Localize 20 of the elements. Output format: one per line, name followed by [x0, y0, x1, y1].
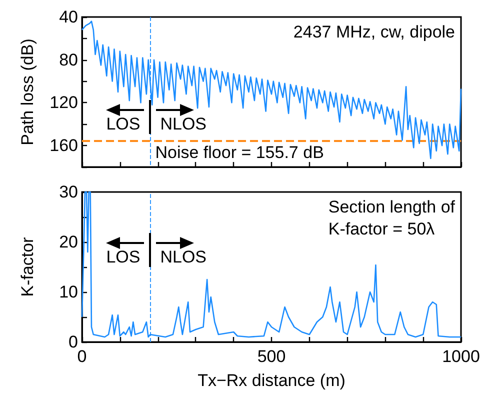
- y-axis-title: Path loss (dB): [18, 38, 37, 146]
- y-tick-label: 80: [59, 50, 78, 70]
- y-tick-label: 40: [59, 8, 78, 26]
- x-axis-title: Tx−Rx distance (m): [198, 371, 346, 390]
- y-tick-label: 160: [50, 136, 78, 156]
- x-tick-label: 1000: [442, 347, 480, 366]
- y-tick-label: 20: [59, 232, 78, 252]
- y-tick-label: 0: [68, 332, 78, 352]
- y-tick-label: 10: [59, 282, 78, 302]
- y-tick-label: 30: [59, 182, 78, 202]
- annotation: Section length of K-factor = 50λ: [328, 198, 456, 238]
- annotation: NLOS: [160, 248, 207, 266]
- annotation: LOS: [106, 114, 140, 134]
- y-tick-label: 120: [50, 93, 78, 112]
- annotation: LOS: [106, 248, 140, 266]
- y-axis-title: K-factor: [18, 236, 37, 297]
- annotation: NLOS: [160, 114, 207, 134]
- annotation: 2437 MHz, cw, dipole: [293, 22, 456, 42]
- ref-line-label: Noise floor = 155.7 dB: [155, 142, 324, 162]
- x-tick-label: 500: [257, 347, 286, 366]
